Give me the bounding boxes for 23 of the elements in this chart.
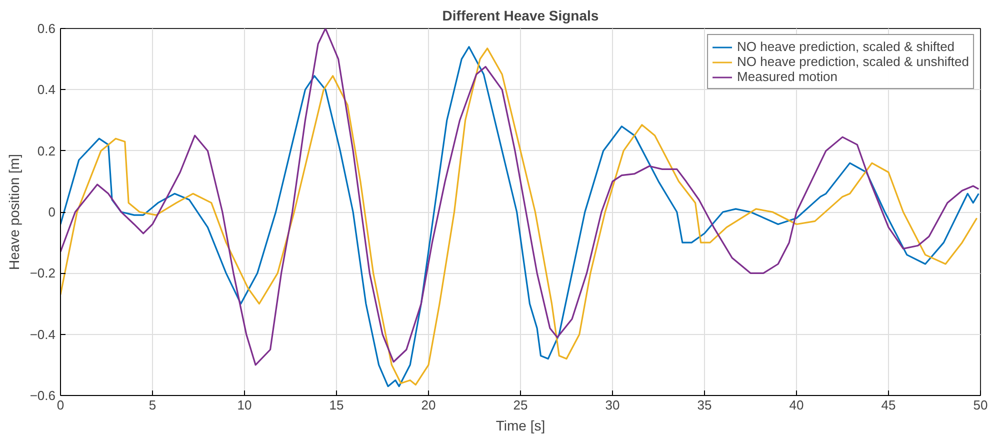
x-tick-label: 10 <box>237 398 252 412</box>
chart-title: Different Heave Signals <box>442 8 599 24</box>
x-tick-label: 25 <box>513 398 528 412</box>
y-tick-label: −0.4 <box>30 326 56 342</box>
y-tick-label: 0.6 <box>37 21 56 36</box>
x-tick-label: 20 <box>421 398 436 412</box>
x-tick-label: 40 <box>789 398 804 412</box>
legend-label: NO heave prediction, scaled & unshifted <box>737 54 969 69</box>
legend-label: NO heave prediction, scaled & shifted <box>737 39 955 54</box>
y-tick-label: 0.4 <box>37 82 56 98</box>
x-tick-label: 15 <box>329 398 344 412</box>
x-axis-title: Time [s] <box>496 418 546 434</box>
y-tick-label: 0 <box>48 204 56 220</box>
legend-label: Measured motion <box>737 69 838 84</box>
x-tick-label: 5 <box>148 398 156 412</box>
y-tick-label: 0.2 <box>37 143 56 158</box>
y-axis-title: Heave position [m] <box>6 154 22 270</box>
y-tick-label: −0.2 <box>30 266 56 281</box>
x-tick-label: 50 <box>973 398 988 412</box>
y-tick-label: −0.6 <box>30 388 56 403</box>
x-tick-label: 35 <box>697 398 712 412</box>
x-tick-label: 45 <box>881 398 896 412</box>
x-tick-label: 30 <box>605 398 620 412</box>
